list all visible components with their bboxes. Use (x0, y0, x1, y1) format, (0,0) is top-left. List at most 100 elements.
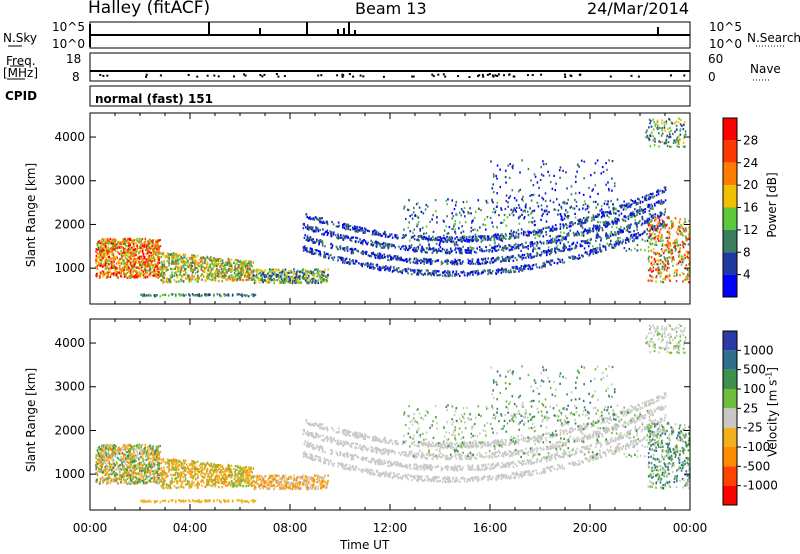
velocity-cell (288, 481, 290, 485)
velocity-cell (261, 478, 264, 482)
power-cell (99, 261, 101, 265)
velocity-cell (535, 469, 537, 472)
velocity-cell (153, 457, 156, 460)
velocity-cell (338, 462, 341, 466)
power-cell (114, 266, 117, 269)
velocity-cell (125, 479, 128, 482)
power-cell (410, 269, 412, 272)
power-cell (112, 254, 115, 257)
cpid-value: normal (fast) 151 (95, 92, 213, 106)
velocity-cell (95, 465, 98, 468)
power-cell (206, 277, 209, 280)
power-cell (133, 260, 135, 263)
velocity-cell (311, 483, 313, 487)
power-cell (319, 251, 321, 254)
velocity-cell (594, 457, 597, 461)
velocity-cell (140, 470, 143, 473)
velocity-cell (183, 474, 186, 477)
velocity-cell (240, 478, 242, 481)
power-cell (114, 258, 117, 261)
velocity-cell (252, 501, 255, 504)
power-cell (404, 268, 406, 271)
power-cell (147, 251, 150, 254)
power-cell (518, 270, 520, 273)
velocity-cell (165, 486, 168, 489)
power-cell (308, 276, 311, 279)
power-cell (210, 269, 212, 272)
power-cell (231, 267, 234, 270)
velocity-cell (538, 472, 541, 475)
velocity-cell (270, 482, 272, 485)
power-cell (139, 275, 141, 278)
power-cell (114, 244, 117, 247)
velocity-cell (131, 481, 134, 484)
velocity-cell (317, 480, 319, 483)
velocity-cell (133, 445, 136, 448)
power-cell (285, 280, 288, 283)
velocity-cell (196, 472, 198, 476)
nave-point (259, 74, 262, 77)
power-cell (251, 275, 253, 278)
power-cell (197, 294, 200, 297)
velocity-cell (189, 475, 192, 479)
power-cell (528, 264, 531, 268)
power-cell (457, 273, 460, 276)
power-cell (136, 245, 138, 248)
power-cell (191, 293, 194, 296)
power-cell (107, 271, 109, 274)
power-cell (140, 272, 142, 275)
power-cell (237, 264, 240, 267)
velocity-cell (107, 465, 110, 468)
velocity-cell (152, 445, 154, 448)
velocity-cell (317, 485, 320, 488)
power-cell (176, 276, 179, 279)
nave-point (482, 75, 485, 78)
velocity-cell (302, 474, 304, 477)
power-cell (151, 260, 153, 263)
velocity-cell (257, 482, 259, 486)
power-cell (133, 245, 135, 248)
velocity-cell (171, 473, 174, 477)
velocity-cell (322, 484, 325, 488)
velocity-cell (190, 470, 193, 473)
power-cell (393, 269, 395, 272)
velocity-cell (299, 483, 301, 487)
velocity-cell (106, 477, 108, 480)
velocity-cell (187, 465, 189, 469)
velocity-cell (125, 456, 128, 459)
velocity-cell (126, 477, 129, 481)
velocity-cell (201, 468, 204, 472)
velocity-cell (114, 449, 117, 452)
power-cell (507, 269, 510, 273)
power-cell (228, 262, 231, 266)
velocity-cell (215, 465, 217, 468)
power-cell (196, 278, 199, 281)
power-cell (250, 260, 252, 263)
velocity-cell (104, 457, 106, 460)
power-cell (307, 274, 310, 277)
velocity-cell (627, 446, 630, 449)
power-cell (360, 263, 363, 266)
velocity-cell (185, 467, 188, 470)
velocity-cell (283, 477, 286, 480)
power-cell (305, 247, 308, 250)
velocity-cell (278, 480, 281, 484)
nave-point (283, 75, 286, 78)
velocity-cell (134, 472, 137, 475)
velocity-cell (185, 499, 187, 502)
velocity-cell (208, 479, 211, 482)
velocity-cell (313, 482, 315, 485)
power-cell (162, 254, 165, 257)
velocity-cell (268, 474, 271, 477)
power-cell (227, 257, 230, 260)
velocity-cell (117, 465, 120, 468)
power-cell (441, 274, 444, 277)
power-cell (127, 252, 129, 255)
velocity-cell (244, 477, 247, 480)
power-cell (178, 257, 181, 260)
power-cell (118, 252, 120, 255)
velocity-cell (220, 501, 222, 504)
power-cell (126, 257, 128, 261)
velocity-cell (95, 479, 98, 482)
nave-point (481, 73, 484, 76)
